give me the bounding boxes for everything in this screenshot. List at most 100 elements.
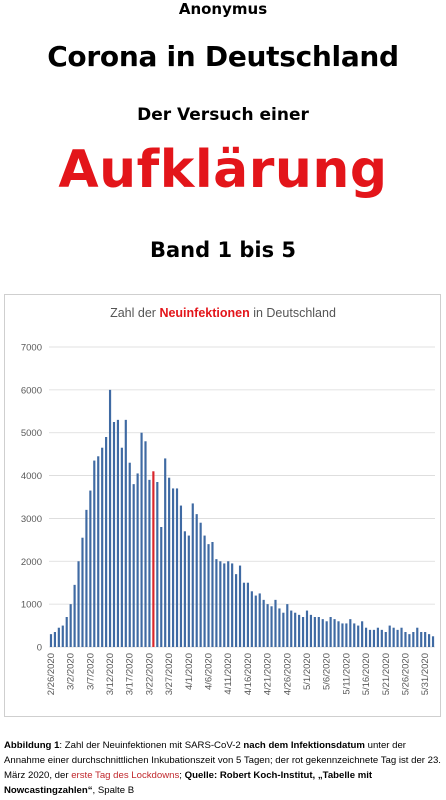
bar bbox=[199, 522, 202, 647]
bar bbox=[215, 559, 218, 647]
y-tick-label: 1000 bbox=[21, 600, 42, 611]
x-tick-label: 5/1/2020 bbox=[302, 653, 313, 690]
bar bbox=[81, 537, 84, 647]
bar bbox=[258, 593, 261, 647]
volume-label: Band 1 bis 5 bbox=[149, 238, 297, 262]
bar bbox=[136, 473, 139, 647]
author-name: Anonymus bbox=[178, 0, 268, 18]
bar bbox=[317, 617, 320, 647]
bar bbox=[148, 479, 151, 647]
y-tick-label: 6000 bbox=[21, 385, 42, 396]
bar bbox=[428, 634, 431, 647]
bar bbox=[187, 535, 190, 647]
bar bbox=[353, 623, 356, 647]
book-subtitle: Der Versuch einer bbox=[137, 105, 309, 125]
x-tick-label: 3/2/2020 bbox=[66, 653, 77, 690]
bar bbox=[128, 462, 131, 647]
x-tick-label: 3/27/2020 bbox=[164, 653, 175, 695]
bar bbox=[364, 627, 368, 647]
bar bbox=[97, 456, 100, 647]
bar bbox=[372, 629, 376, 647]
bar bbox=[388, 625, 391, 647]
bar bbox=[416, 627, 419, 647]
y-tick-label: 5000 bbox=[21, 428, 42, 439]
bar bbox=[262, 599, 265, 647]
bar bbox=[57, 627, 60, 647]
bar bbox=[183, 531, 186, 647]
bar bbox=[175, 488, 179, 647]
bar bbox=[424, 632, 427, 647]
bar bbox=[112, 422, 116, 647]
bar bbox=[105, 437, 108, 647]
chart-frame: Zahl der Neuinfektionen in Deutschland 0 1… bbox=[4, 294, 441, 717]
x-tick-label: 4/6/2020 bbox=[204, 653, 215, 690]
x-tick-label: 3/22/2020 bbox=[144, 653, 155, 695]
bar bbox=[329, 617, 332, 647]
bar bbox=[313, 617, 316, 647]
bar bbox=[116, 419, 120, 647]
bar-lockdown bbox=[152, 471, 155, 647]
chart-title-part: in Deutschland bbox=[250, 306, 336, 320]
caption-text-3: ; bbox=[179, 770, 185, 781]
bar bbox=[203, 535, 206, 647]
x-tick-label: 5/11/2020 bbox=[341, 653, 352, 695]
y-tick-label: 0 bbox=[37, 643, 42, 654]
x-tick-label: 3/17/2020 bbox=[125, 653, 136, 695]
bar bbox=[384, 632, 387, 647]
bar bbox=[404, 632, 407, 647]
bar bbox=[156, 482, 159, 647]
bar bbox=[120, 447, 123, 647]
bar bbox=[412, 632, 415, 647]
bar bbox=[242, 582, 246, 647]
bar bbox=[309, 614, 313, 647]
bar bbox=[301, 617, 305, 647]
caption-lockdown: erste Tag des Lockdowns bbox=[71, 770, 180, 781]
bar bbox=[400, 627, 403, 647]
x-tick-label: 4/1/2020 bbox=[184, 653, 195, 690]
x-tick-label: 2/26/2020 bbox=[46, 653, 57, 695]
bar bbox=[325, 621, 328, 647]
bar bbox=[124, 419, 127, 647]
x-tick-label: 4/16/2020 bbox=[243, 653, 254, 695]
figure-caption: Abbildung 1: Zahl der Neuinfektionen mit… bbox=[4, 738, 444, 798]
chart-title: Zahl der Neuinfektionen in Deutschland bbox=[110, 306, 336, 320]
y-tick-label: 3000 bbox=[21, 514, 42, 525]
bar bbox=[195, 514, 198, 647]
bar bbox=[294, 612, 297, 647]
bar bbox=[85, 509, 88, 647]
caption-text-1: : Zahl der Neuinfektionen mit SARS-CoV-2 bbox=[59, 740, 244, 751]
caption-bold-1: nach dem Infektionsdatum bbox=[243, 740, 365, 751]
bar bbox=[160, 527, 163, 647]
bar bbox=[368, 629, 372, 647]
bar bbox=[171, 488, 175, 647]
bar bbox=[420, 632, 423, 647]
bar bbox=[132, 484, 135, 647]
bar bbox=[246, 582, 249, 647]
bar bbox=[61, 625, 64, 647]
bar bbox=[231, 563, 234, 647]
bar bbox=[361, 621, 364, 647]
bar bbox=[270, 606, 273, 647]
bar bbox=[108, 389, 112, 647]
highlight-title: Aufklärung bbox=[58, 140, 388, 200]
bar bbox=[380, 629, 383, 647]
x-tick-label: 5/16/2020 bbox=[361, 653, 372, 695]
caption-text-4: , Spalte B bbox=[92, 785, 135, 796]
bar bbox=[93, 460, 96, 647]
bar bbox=[298, 614, 301, 647]
bar bbox=[278, 608, 281, 647]
bar bbox=[89, 490, 92, 647]
bar bbox=[219, 561, 222, 647]
bar bbox=[238, 565, 242, 647]
caption-source: Quelle: Robert Koch-Institut, „Tabelle m… bbox=[4, 770, 373, 796]
bar bbox=[77, 561, 80, 647]
bar bbox=[341, 623, 344, 647]
bar bbox=[191, 503, 194, 647]
bar bbox=[144, 441, 147, 647]
y-tick-label: 2000 bbox=[21, 557, 42, 568]
bar bbox=[305, 610, 309, 647]
bar bbox=[168, 477, 171, 647]
x-tick-label: 5/6/2020 bbox=[322, 653, 333, 690]
y-tick-label: 4000 bbox=[21, 471, 42, 482]
bar bbox=[223, 563, 226, 647]
